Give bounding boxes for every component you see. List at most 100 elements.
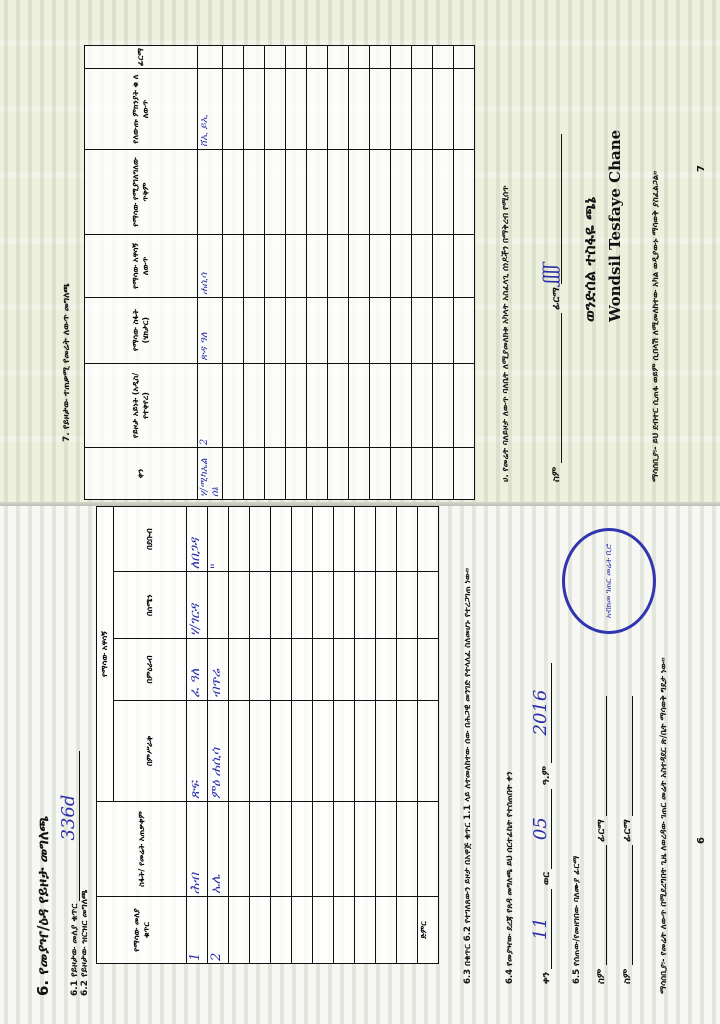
table-row <box>396 506 418 964</box>
table-cell: ሕብ <box>186 801 208 897</box>
table-cell <box>333 700 355 802</box>
table-cell <box>222 297 244 364</box>
table-cell <box>222 234 244 298</box>
table-cell <box>375 700 397 802</box>
table-cell <box>264 297 286 364</box>
table-cell <box>375 506 397 572</box>
table-cell <box>249 571 271 639</box>
table-cell <box>432 363 454 448</box>
table-cell: 2 <box>197 363 223 448</box>
col-header: የይዞታ አይነት (አዲስ/ የተቀየረ) <box>84 363 198 448</box>
table-cell <box>432 149 454 235</box>
table-cell <box>291 506 313 572</box>
section-title: 6. የመያዣ/ዕዳ የይዞታ መግለጫ <box>34 815 52 996</box>
table-cell <box>348 149 370 235</box>
table-cell <box>291 801 313 897</box>
table-cell <box>285 297 307 364</box>
table-row: 1 ሕብ ጽፍ ፈ ዓለ ሃ/ገርዳ ለበጋዳ <box>186 506 208 964</box>
table-cell <box>270 896 292 964</box>
registrar-name-row-2: ስም ፊርማ <box>622 695 633 984</box>
table-cell <box>333 506 355 572</box>
table-row <box>228 506 250 964</box>
table-cell <box>264 68 286 150</box>
table-cell <box>197 149 223 235</box>
table-cell <box>327 45 349 69</box>
section-title: 7. የይዞታው ተጠቃሚ የመሬት ለውጥ መግለጫ <box>62 283 72 442</box>
year-value: 2016 <box>530 689 551 736</box>
table-cell <box>306 45 328 69</box>
table-cell: ብጥሬ <box>207 638 229 701</box>
table-cell <box>285 68 307 150</box>
stamp-text: አብክመ ገጠር መሬት ቢሮ <box>604 543 613 619</box>
table-cell <box>453 149 475 235</box>
table-cell <box>285 447 307 500</box>
col-header: በደቡብ <box>113 506 187 572</box>
parcel-table: የማሳው መለያ ቁጥር ስፋት/ የመሬት አጠቃቀም የማሳው አዋሳኝ በ… <box>96 506 439 964</box>
table-cell <box>453 234 475 298</box>
table-cell <box>228 801 250 897</box>
name-label: ስም <box>596 968 607 984</box>
change-note: ሀ. የመሬት ባለይዞታ ለውጥ ባለቤት ለሚያመለክቱ አካላት አስፈላ… <box>501 185 511 482</box>
page-number: 7 <box>696 165 707 172</box>
table-cell <box>390 234 412 298</box>
table-cell <box>453 68 475 150</box>
table-cell <box>390 297 412 364</box>
table-cell <box>222 363 244 448</box>
table-cell <box>306 363 328 448</box>
table-row <box>264 45 286 500</box>
footnote: ማሳሰቢያ፡- የመሬት ለውጥ በሚደረግበት ጊዜ ለወረዳው ገጠር መሬ… <box>659 657 669 994</box>
table-cell: ፈ ዓለ <box>186 638 208 701</box>
table-cell <box>285 363 307 448</box>
table-cell <box>228 571 250 639</box>
table-cell <box>264 363 286 448</box>
table-cell <box>369 149 391 235</box>
table-cell <box>312 506 334 572</box>
boundaries-group-header: የማሳው አዋሳኝ <box>96 506 114 802</box>
table-cell <box>306 68 328 150</box>
table-cell <box>327 447 349 500</box>
table-row <box>348 45 370 500</box>
table-cell <box>207 571 229 639</box>
table-row: 2 ኤሌ ምዕ ሐሲሳ ብጥሬ " <box>207 506 229 964</box>
table-cell <box>369 68 391 150</box>
table-cell <box>354 506 376 572</box>
table-cell <box>306 149 328 235</box>
table-cell <box>390 45 412 69</box>
table-cell <box>285 149 307 235</box>
table-cell: ሃ/ገርዳ <box>186 571 208 639</box>
table-cell <box>348 45 370 69</box>
table-cell: ሃ/ሚካኤል ሰኔ <box>197 447 223 500</box>
stamped-name: ወንድሰል ተስፋዬ ጫኔ <box>580 197 599 322</box>
changes-table: ቀን የይዞታ አይነት (አዲስ/ የተቀየረ) የማሳው ስፋት (ሄክታር) የ… <box>84 45 475 500</box>
col-header: የማሳው ስፋት (ሄክታር) <box>84 297 198 364</box>
table-cell <box>411 149 433 235</box>
table-cell <box>222 447 244 500</box>
name-label: ስም <box>622 968 633 984</box>
parcel-id-label: 6.1 የይዞታው መለያ ቁጥር <box>70 903 80 996</box>
table-cell <box>285 234 307 298</box>
col-header: በሰሜን <box>113 571 187 639</box>
table-cell <box>264 149 286 235</box>
table-cell: ምዕ ሐሲሳ <box>207 700 229 802</box>
table-cell <box>390 447 412 500</box>
table-cell <box>228 700 250 802</box>
table-cell <box>432 45 454 69</box>
signature-label: ፊርማ <box>622 819 633 842</box>
table-row <box>333 506 355 964</box>
table-cell <box>354 801 376 897</box>
table-cell <box>264 447 286 500</box>
table-cell <box>396 801 418 897</box>
table-cell <box>270 700 292 802</box>
table-row <box>249 506 271 964</box>
table-cell <box>306 447 328 500</box>
table-cell <box>375 638 397 701</box>
parcel-id-field: 6.1 የይዞታው መለያ ቁጥር 336d <box>58 750 80 996</box>
table-cell <box>333 801 355 897</box>
table-row <box>375 506 397 964</box>
table-cell <box>354 700 376 802</box>
table-cell <box>453 363 475 448</box>
table-cell <box>243 447 265 500</box>
table-cell <box>243 68 265 150</box>
issue-date-label: 6.4 የመያዣው ደረጃ የጸዳ መግለጫ ይህ ሰርተፊኬት የተሰጠበት … <box>505 771 515 984</box>
